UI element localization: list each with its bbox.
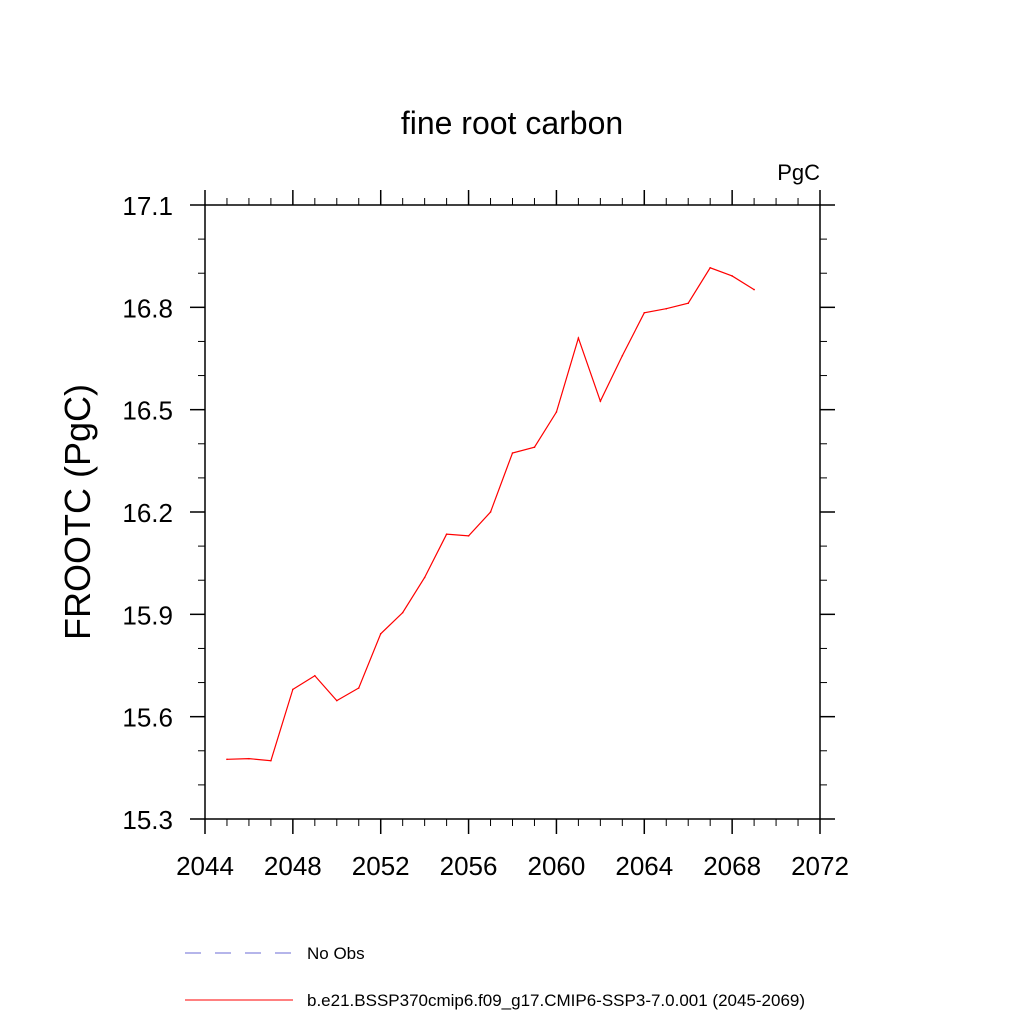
data-point <box>380 633 382 635</box>
data-point <box>292 689 294 691</box>
data-point <box>512 452 514 454</box>
data-point <box>622 355 624 357</box>
series-line <box>227 268 754 761</box>
data-point <box>446 533 448 535</box>
plot-frame <box>205 205 820 819</box>
data-point <box>226 759 228 761</box>
y-tick-label: 17.1 <box>122 191 173 221</box>
data-point <box>358 687 360 689</box>
data-point <box>578 337 580 339</box>
x-tick-label: 2056 <box>440 851 498 881</box>
data-point <box>600 400 602 402</box>
data-point <box>402 612 404 614</box>
x-tick-label: 2072 <box>791 851 849 881</box>
data-point <box>665 308 667 310</box>
legend-label-series: b.e21.BSSP370cmip6.f09_g17.CMIP6-SSP3-7.… <box>307 991 805 1010</box>
data-point <box>270 760 272 762</box>
data-point <box>731 275 733 277</box>
data-point <box>424 577 426 579</box>
legend: No Obs b.e21.BSSP370cmip6.f09_g17.CMIP6-… <box>185 944 805 1010</box>
x-tick-label: 2060 <box>528 851 586 881</box>
x-tick-label: 2064 <box>615 851 673 881</box>
legend-label-no-obs: No Obs <box>307 944 365 963</box>
data-point <box>314 675 316 677</box>
data-point <box>534 446 536 448</box>
data-point <box>336 700 338 702</box>
x-tick-label: 2044 <box>176 851 234 881</box>
y-tick-label: 16.5 <box>122 396 173 426</box>
axis-tick-labels: 2044 2048 2052 2056 2060 2064 2068 2072 15.3 15.6… <box>122 191 849 881</box>
y-tick-label: 15.3 <box>122 805 173 835</box>
y-tick-label: 15.9 <box>122 600 173 630</box>
axis-ticks <box>190 190 835 834</box>
units-label: PgC <box>777 160 820 185</box>
x-tick-label: 2052 <box>352 851 410 881</box>
data-point <box>709 267 711 269</box>
y-tick-label: 15.6 <box>122 703 173 733</box>
data-point <box>753 289 755 291</box>
y-tick-label: 16.2 <box>122 498 173 528</box>
data-point <box>468 535 470 537</box>
data-point <box>643 312 645 314</box>
data-point <box>490 511 492 513</box>
chart-title: fine root carbon <box>401 105 623 141</box>
x-tick-label: 2068 <box>703 851 761 881</box>
series-group <box>226 267 755 762</box>
x-tick-label: 2048 <box>264 851 322 881</box>
y-tick-label: 16.8 <box>122 293 173 323</box>
data-point <box>687 302 689 304</box>
data-point <box>248 758 250 760</box>
y-axis-label: FROOTC (PgC) <box>57 384 98 640</box>
data-point <box>556 411 558 413</box>
